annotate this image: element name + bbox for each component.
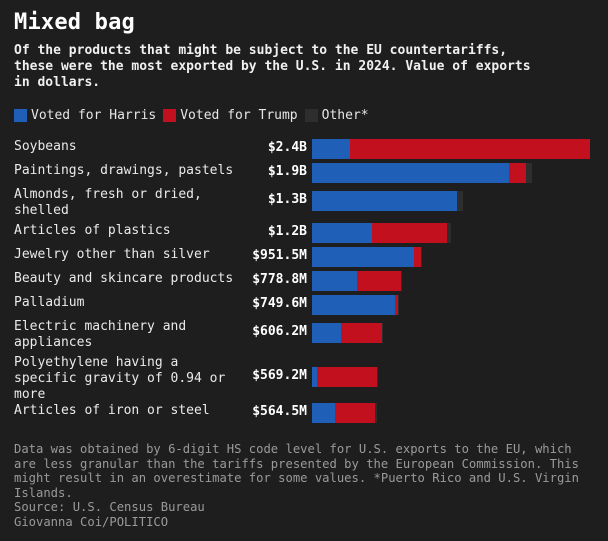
- stacked-bar: [312, 367, 378, 387]
- bar-segment-harris: [312, 295, 396, 315]
- chart-footnote: Data was obtained by 6-digit HS code lev…: [14, 442, 579, 529]
- stacked-bar: [312, 191, 463, 211]
- category-label: Electric machinery and appliances: [14, 319, 187, 350]
- stacked-bar: [312, 223, 451, 243]
- bar-segment-trump: [357, 271, 402, 291]
- bar-segment-harris: [312, 163, 509, 183]
- chart-title: Mixed bag: [14, 10, 136, 35]
- bar-segment-trump: [350, 139, 590, 159]
- category-label: Almonds, fresh or dried, shelled: [14, 187, 202, 218]
- bar-segment-harris: [312, 139, 351, 159]
- value-label: $2.4B: [267, 140, 307, 155]
- legend-swatch-trump: [163, 109, 177, 122]
- bar-segment-other: [376, 367, 378, 387]
- legend-label-other: Other*: [321, 108, 369, 123]
- legend-item-harris: Voted for Harris: [14, 108, 156, 123]
- category-label: Beauty and skincare products: [14, 271, 234, 286]
- bar-segment-harris: [312, 247, 414, 267]
- category-label: Soybeans: [14, 139, 77, 154]
- stacked-bar: [312, 271, 403, 291]
- legend-swatch-harris: [14, 109, 27, 122]
- stacked-bar: [312, 295, 399, 315]
- category-label: Articles of plastics: [14, 223, 171, 238]
- bar-segment-other: [401, 271, 403, 291]
- value-label: $564.5M: [252, 404, 307, 419]
- bar-segment-trump: [335, 403, 375, 423]
- legend-item-other: Other*: [304, 108, 369, 123]
- bar-segment-other: [397, 295, 399, 315]
- legend-label-harris: Voted for Harris: [31, 108, 157, 123]
- bar-segment-harris: [312, 323, 341, 343]
- value-label: $951.5M: [252, 248, 307, 263]
- bar-segment-other: [526, 163, 533, 183]
- stacked-bar: [312, 323, 383, 343]
- category-label: Articles of iron or steel: [14, 403, 210, 418]
- stacked-bar: [312, 403, 378, 423]
- chart-subtitle: Of the products that might be subject to…: [14, 43, 531, 90]
- value-label: $1.2B: [267, 224, 307, 239]
- bar-segment-trump: [316, 367, 377, 387]
- stacked-bar: [312, 163, 533, 183]
- value-label: $1.3B: [267, 192, 307, 207]
- category-label: Paintings, drawings, pastels: [14, 163, 234, 178]
- value-label: $749.6M: [252, 296, 307, 311]
- bar-segment-harris: [312, 403, 336, 423]
- bar-segment-other: [374, 403, 378, 423]
- stacked-bar: [312, 139, 590, 159]
- bar-segment-harris: [312, 191, 457, 211]
- legend-label-trump: Voted for Trump: [180, 108, 298, 123]
- stacked-bar: [312, 247, 423, 267]
- category-label: Polyethylene having a specific gravity o…: [14, 355, 226, 402]
- legend-swatch-other: [304, 109, 318, 122]
- bar-segment-trump: [508, 163, 527, 183]
- category-label: Palladium: [14, 295, 85, 310]
- bar-segment-trump: [413, 247, 421, 267]
- value-label: $569.2M: [252, 368, 307, 383]
- bar-segment-trump: [395, 295, 398, 315]
- legend: Voted for Harris Voted for Trump Other*: [14, 108, 376, 123]
- bar-segment-trump: [341, 323, 382, 343]
- value-label: $1.9B: [267, 164, 307, 179]
- bar-segment-other: [420, 247, 423, 267]
- bar-segment-harris: [312, 367, 317, 387]
- bar-segment-harris: [312, 223, 373, 243]
- value-label: $778.8M: [252, 272, 307, 287]
- bar-segment-harris: [312, 271, 358, 291]
- bar-segment-trump: [372, 223, 448, 243]
- category-label: Jewelry other than silver: [14, 247, 210, 262]
- value-label: $606.2M: [252, 324, 307, 339]
- bar-segment-other: [456, 191, 463, 211]
- bar-segment-other: [381, 323, 383, 343]
- legend-item-trump: Voted for Trump: [163, 108, 298, 123]
- bar-segment-other: [447, 223, 451, 243]
